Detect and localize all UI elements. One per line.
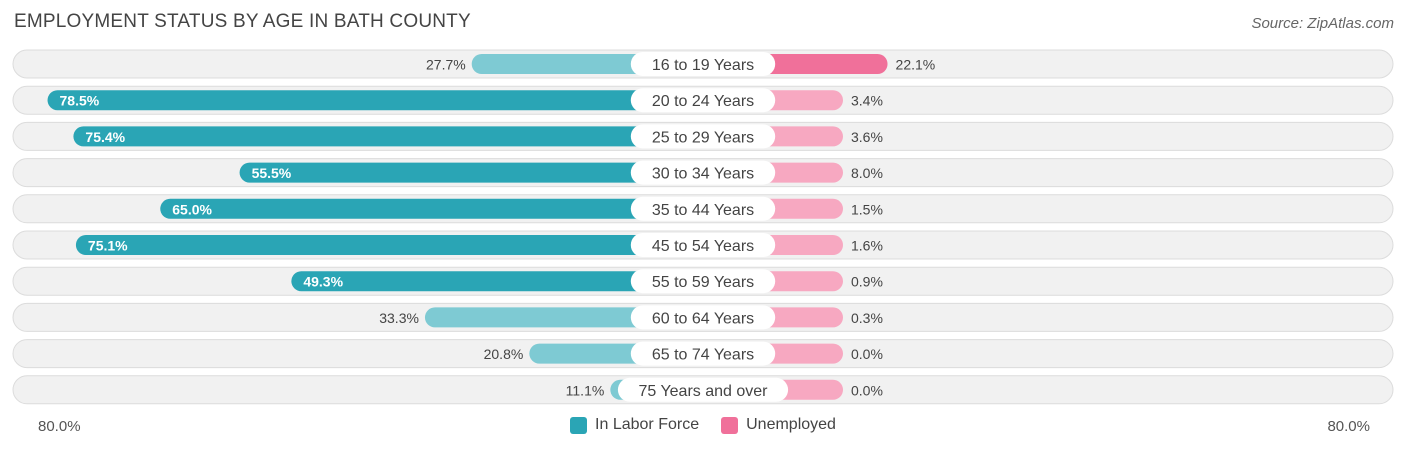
labor-value-label: 27.7% (426, 57, 466, 73)
category-pill (630, 52, 776, 76)
labor-bar (160, 198, 703, 219)
category-label: 35 to 44 Years (652, 202, 754, 219)
category-pill (617, 377, 789, 402)
category-pill (630, 305, 776, 330)
labor-value-label: 20.8% (484, 346, 524, 362)
unemployed-value-label: 0.0% (851, 346, 883, 362)
chart-title: EMPLOYMENT STATUS BY AGE IN BATH COUNTY (14, 11, 471, 32)
category-label: 55 to 59 Years (652, 274, 754, 291)
category-pill (630, 196, 776, 221)
unemployed-value-label: 3.6% (851, 129, 883, 145)
unemployed-value-label: 3.4% (851, 93, 883, 109)
category-label: 25 to 29 Years (652, 129, 754, 146)
labor-value-label: 55.5% (252, 165, 292, 181)
category-label: 20 to 24 Years (652, 93, 754, 110)
labor-bar (47, 90, 703, 111)
category-pill (630, 124, 776, 149)
unemployed-value-label: 22.1% (896, 57, 936, 73)
labor-bar (73, 126, 703, 147)
category-label: 60 to 64 Years (652, 310, 754, 327)
category-pill (630, 160, 776, 185)
legend: In Labor Force Unemployed (0, 416, 1406, 434)
legend-item-labor: In Labor Force (570, 416, 699, 434)
labor-value-label: 75.4% (85, 129, 125, 145)
labor-bar (239, 162, 703, 183)
labor-value-label: 49.3% (303, 274, 343, 290)
category-label: 16 to 19 Years (652, 57, 754, 74)
category-label: 45 to 54 Years (652, 238, 754, 255)
labor-value-label: 11.1% (566, 382, 605, 398)
category-pill (630, 233, 776, 257)
labor-value-label: 33.3% (379, 310, 419, 326)
category-pill (630, 269, 776, 294)
unemployed-value-label: 0.9% (851, 274, 883, 290)
unemployed-value-label: 8.0% (851, 165, 883, 181)
category-pill (630, 88, 776, 113)
legend-item-unemployed: Unemployed (721, 416, 836, 434)
labor-value-label: 75.1% (88, 238, 128, 254)
unemployed-value-label: 1.5% (851, 201, 883, 217)
labor-bar (75, 235, 704, 255)
category-label: 65 to 74 Years (652, 347, 754, 364)
labor-value-label: 78.5% (60, 93, 100, 109)
category-label: 30 to 34 Years (652, 166, 754, 183)
axis-left-label: 80.0% (38, 418, 81, 435)
chart: 16 to 19 Years 27.7% 22.1% 20 to 24 Years 78… (12, 49, 1394, 405)
labor-bar (291, 271, 703, 292)
labor-value-label: 65.0% (172, 201, 212, 217)
legend-swatch-unemployed (721, 416, 739, 434)
legend-swatch-labor (570, 416, 588, 434)
unemployed-value-label: 0.0% (851, 382, 883, 398)
axis-right-label: 80.0% (1327, 418, 1370, 435)
legend-label-labor: In Labor Force (595, 416, 700, 433)
unemployed-value-label: 0.3% (851, 310, 883, 326)
unemployed-value-label: 1.6% (851, 238, 883, 254)
category-pill (630, 341, 776, 366)
source-label: Source: ZipAtlas.com (1251, 15, 1394, 32)
category-label: 75 Years and over (639, 383, 769, 400)
legend-label-unemployed: Unemployed (746, 416, 836, 433)
